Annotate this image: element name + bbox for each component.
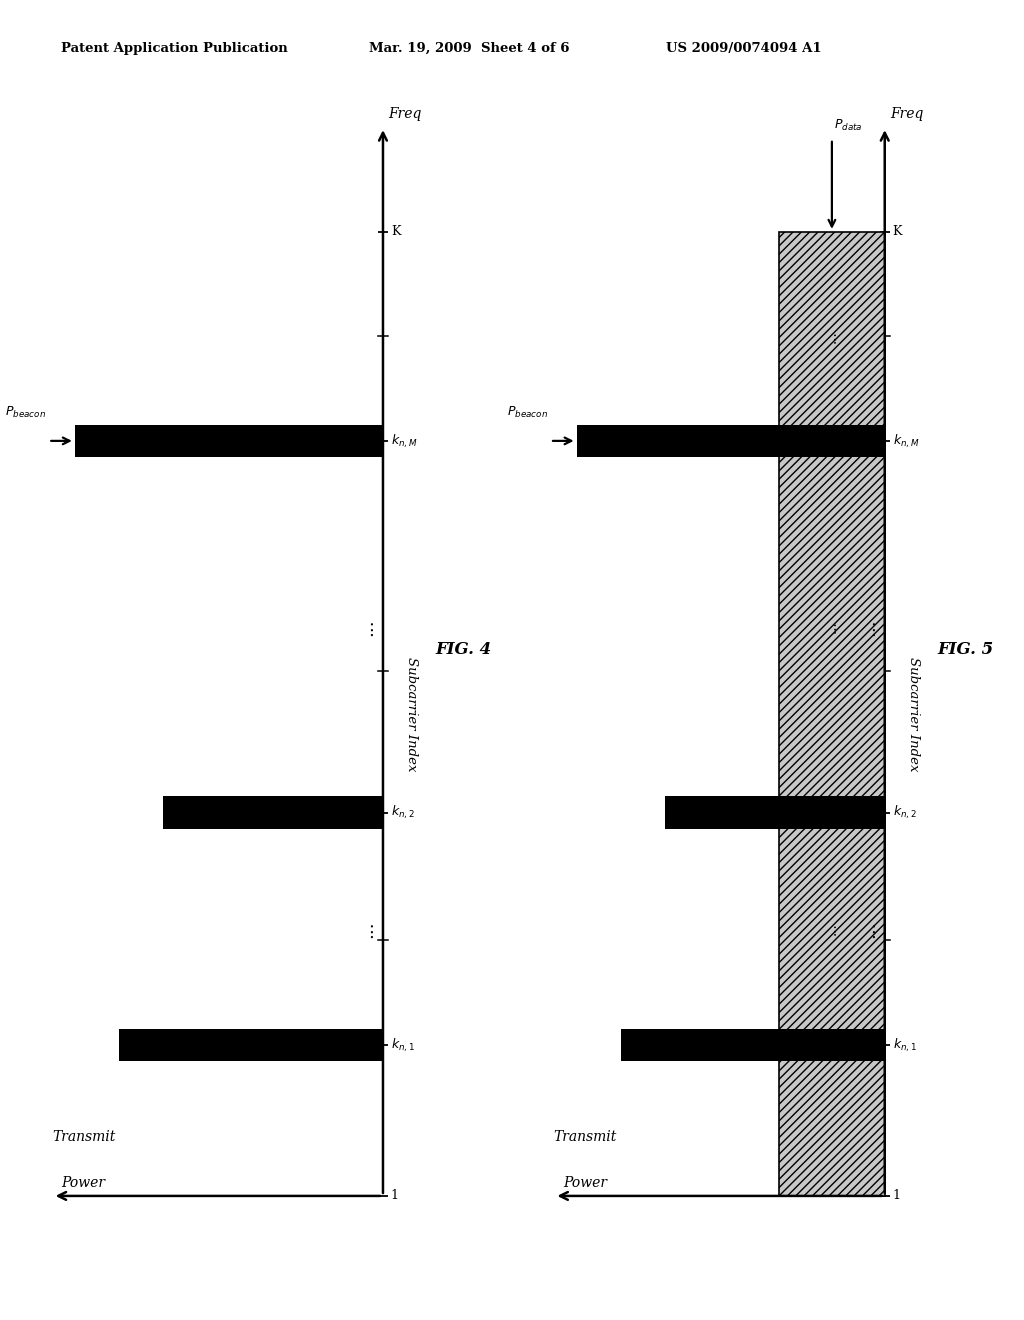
Text: 1: 1 <box>391 1189 399 1203</box>
Text: $k_{n,2}$: $k_{n,2}$ <box>893 804 916 821</box>
Text: $k_{n,M}$: $k_{n,M}$ <box>391 432 418 450</box>
Bar <box>621 1028 885 1061</box>
Text: $k_{n,M}$: $k_{n,M}$ <box>893 432 920 450</box>
Text: Transmit: Transmit <box>52 1130 116 1143</box>
Text: ...: ... <box>860 920 879 937</box>
Bar <box>577 425 885 457</box>
Text: K: K <box>391 226 400 239</box>
Text: ...: ... <box>860 618 879 635</box>
Text: $P_{beacon}$: $P_{beacon}$ <box>5 405 46 420</box>
Text: Freq: Freq <box>388 107 422 121</box>
Bar <box>779 232 885 1196</box>
Text: ...: ... <box>825 620 839 634</box>
Text: Transmit: Transmit <box>554 1130 617 1143</box>
Text: Patent Application Publication: Patent Application Publication <box>61 42 288 55</box>
Text: Mar. 19, 2009  Sheet 4 of 6: Mar. 19, 2009 Sheet 4 of 6 <box>369 42 569 55</box>
Bar <box>163 796 383 829</box>
Text: US 2009/0074094 A1: US 2009/0074094 A1 <box>666 42 821 55</box>
Text: $k_{n,2}$: $k_{n,2}$ <box>391 804 415 821</box>
Text: $k_{n,1}$: $k_{n,1}$ <box>893 1036 916 1053</box>
Text: ...: ... <box>358 618 377 635</box>
Text: K: K <box>893 226 902 239</box>
Text: 1: 1 <box>893 1189 901 1203</box>
Bar <box>665 796 885 829</box>
Text: ...: ... <box>825 923 839 935</box>
Text: ...: ... <box>825 330 839 343</box>
Bar <box>119 1028 383 1061</box>
Text: Freq: Freq <box>890 107 924 121</box>
Text: ...: ... <box>358 920 377 937</box>
Text: Power: Power <box>563 1176 607 1191</box>
Text: FIG. 5: FIG. 5 <box>938 642 994 659</box>
Text: Power: Power <box>61 1176 105 1191</box>
Text: $k_{n,1}$: $k_{n,1}$ <box>391 1036 415 1053</box>
Bar <box>75 425 383 457</box>
Text: Subcarrier Index: Subcarrier Index <box>907 656 920 771</box>
Text: FIG. 4: FIG. 4 <box>436 642 493 659</box>
Text: $P_{beacon}$: $P_{beacon}$ <box>507 405 548 420</box>
Text: $P_{data}$: $P_{data}$ <box>835 117 863 133</box>
Text: Subcarrier Index: Subcarrier Index <box>406 656 418 771</box>
